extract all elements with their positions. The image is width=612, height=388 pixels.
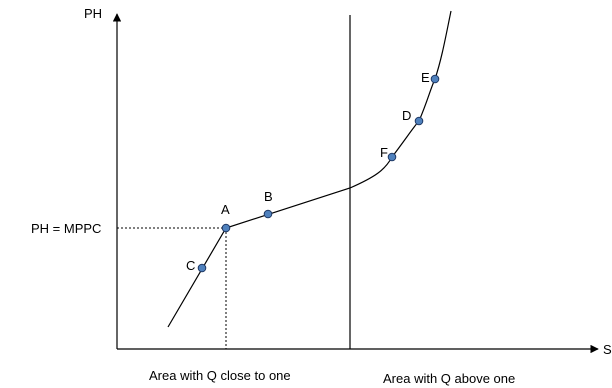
point-f-label: F bbox=[380, 145, 388, 160]
point-f bbox=[387, 152, 397, 162]
point-d-label: D bbox=[402, 108, 411, 123]
region-right-label: Area with Q above one bbox=[383, 371, 515, 386]
y-axis-label: PH bbox=[84, 6, 102, 21]
point-a-label: A bbox=[221, 202, 230, 217]
curve bbox=[167, 10, 452, 328]
point-c-label: C bbox=[186, 258, 195, 273]
point-a bbox=[221, 223, 231, 233]
point-e bbox=[430, 74, 440, 84]
point-c bbox=[197, 263, 207, 273]
mppc-label: PH = MPPC bbox=[31, 221, 101, 236]
point-b bbox=[263, 209, 273, 219]
point-e-label: E bbox=[421, 70, 430, 85]
point-d bbox=[414, 116, 424, 126]
x-axis-label: S bbox=[603, 342, 612, 357]
region-left-label: Area with Q close to one bbox=[149, 368, 291, 383]
point-b-label: B bbox=[264, 189, 273, 204]
